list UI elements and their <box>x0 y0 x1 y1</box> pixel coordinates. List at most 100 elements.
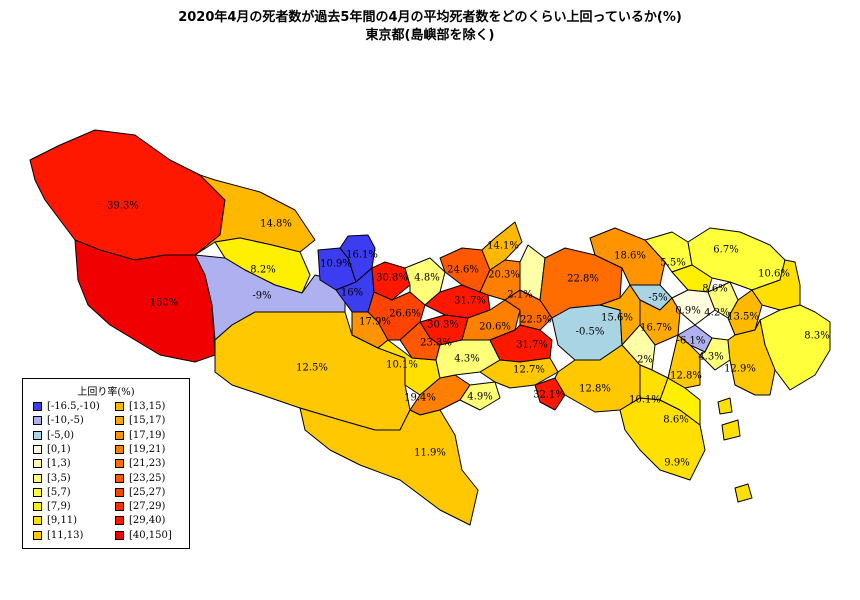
legend-label: [5,7) <box>47 486 71 498</box>
region-inagi <box>459 381 501 411</box>
legend-label: [11,13) <box>47 529 84 541</box>
legend-label: [1,3) <box>47 458 71 470</box>
legend-label: [40,150] <box>129 529 172 541</box>
legend-swatch <box>33 416 42 426</box>
legend-label: [3,5) <box>47 472 71 484</box>
region-label-komae_s: 32.1% <box>533 390 565 401</box>
legend-title: 上回り率(%) <box>77 387 135 398</box>
legend-swatch <box>115 473 124 483</box>
region-label-musashino: 20.6% <box>479 322 511 333</box>
region-label-koto: 12.9% <box>724 364 756 375</box>
region-label-hachioji: 12.5% <box>296 363 328 374</box>
region-label-itabashi: 18.6% <box>614 251 646 262</box>
legend-swatch <box>115 444 124 454</box>
region-label-shibuya: 2% <box>637 355 653 366</box>
region-label-machida: 11.9% <box>414 448 446 459</box>
title-line-2: 東京都(島嶼部を除く) <box>365 28 495 43</box>
region-label-mitaka: 22.5% <box>520 315 552 326</box>
region-label-akiruno: -9% <box>252 291 271 302</box>
region-label-fuchu: 23.3% <box>420 338 452 349</box>
region-label-ome: 14.8% <box>260 219 292 230</box>
map-regions <box>29 129 831 526</box>
region-label-higashiyamato: 16.1% <box>346 250 378 261</box>
bay-island-2 <box>734 483 753 503</box>
legend-label: [19,21) <box>129 443 166 455</box>
region-shibuya <box>621 324 656 371</box>
legend-swatch <box>115 402 124 411</box>
region-katsushika <box>751 259 801 311</box>
region-label-higashikurume: 24.6% <box>447 265 479 276</box>
legend-label: [29,40) <box>129 515 166 527</box>
legend-label: [0,1) <box>47 443 71 455</box>
region-label-musashimurayama: 10.9% <box>320 259 352 270</box>
region-label-edogawa: 8.3% <box>804 331 829 342</box>
region-ota <box>619 397 706 481</box>
region-label-nakano: 15.6% <box>601 313 633 324</box>
legend-label: [25,27) <box>129 486 166 498</box>
legend-swatch <box>115 459 124 469</box>
legend-label: [7,9) <box>47 501 71 513</box>
region-label-koganei: 30.3% <box>427 320 459 331</box>
legend-label: [17,19) <box>129 429 166 441</box>
bay-island-1 <box>721 419 741 441</box>
legend-swatch <box>33 444 42 454</box>
region-label-nerima_w: 2.1% <box>507 290 532 301</box>
region-label-tachikawa: 30.8% <box>376 273 408 284</box>
region-label-setagaya: 12.8% <box>579 384 611 395</box>
region-label-shinagawa: 8.6% <box>663 415 688 426</box>
region-higashiyamato <box>339 234 376 283</box>
legend-swatch <box>115 516 124 526</box>
region-label-kunitachi: 26.6% <box>389 309 421 320</box>
region-label-minato: 12.8% <box>670 371 702 382</box>
region-label-katsushika: 10.6% <box>758 269 790 280</box>
region-label-nerima: 22.8% <box>567 274 599 285</box>
region-label-toshima: -5% <box>648 293 667 304</box>
legend-swatch <box>33 516 42 526</box>
legend-swatch <box>115 487 124 497</box>
legend-swatch <box>33 402 42 411</box>
legend-swatch <box>33 430 42 440</box>
region-label-chiyoda: -6.1% <box>677 336 706 347</box>
region-label-hinode: 150% <box>150 298 179 309</box>
legend-swatch <box>115 530 124 540</box>
region-label-mizuho: 8.2% <box>250 265 275 276</box>
title-line-1: 2020年4月の死者数が過去5年間の4月の平均死者数をどのくらい上回っているか(… <box>178 10 682 25</box>
legend-label: [13,15) <box>129 401 166 412</box>
map-labels: 39.3% 14.8% 150% 8.2% -9% 12.5% 10.9%16.1% 16% 1… <box>107 201 830 469</box>
region-label-shinjuku: 16.7% <box>640 323 672 334</box>
region-label-akishima: 17.9% <box>359 317 391 328</box>
legend-label: [23,25) <box>129 472 166 484</box>
region-label-sumida: 13.5% <box>727 312 759 323</box>
region-label-bunkyo: 0.9% <box>675 306 700 317</box>
region-label-hino: 10.1% <box>386 360 418 371</box>
region-label-kita: 5.5% <box>660 258 685 269</box>
legend-swatch <box>33 502 42 512</box>
region-label-kokubunji: 31.7% <box>454 296 486 307</box>
legend-label: [-5,0) <box>47 429 75 441</box>
region-label-taito: 4.2% <box>704 308 729 319</box>
region-label-tachikawa_w: 16% <box>341 288 363 299</box>
region-label-nishitokyo: 20.3% <box>488 270 520 281</box>
region-label-inagi: 4.9% <box>467 392 492 403</box>
legend-label: [9,11) <box>47 515 78 527</box>
legend-label: [-10,-5) <box>47 415 84 427</box>
region-label-chofu: 31.7% <box>516 340 548 351</box>
region-label-kodaira: 4.8% <box>414 273 439 284</box>
region-label-arakawa: 8.6% <box>702 284 727 295</box>
map-title: 2020年4月の死者数が過去5年間の4月の平均死者数をどのくらい上回っているか(… <box>0 9 860 45</box>
region-label-komae: 12.7% <box>513 365 545 376</box>
legend-swatch <box>115 502 124 512</box>
legend-swatch <box>33 473 42 483</box>
legend-swatch <box>33 530 42 540</box>
legend-swatch <box>33 487 42 497</box>
region-musashino <box>461 299 521 341</box>
region-label-kiyose: 14.1% <box>487 241 519 252</box>
region-komae_s <box>534 377 566 411</box>
region-machida <box>299 407 479 526</box>
region-okutama <box>29 129 226 261</box>
legend: 上回り率(%) [-16.5,-10) [-10,-5) [-5,0) [0,1) [1… <box>22 378 190 549</box>
legend-label: [21,23) <box>129 458 166 470</box>
bay-island-0 <box>717 397 733 415</box>
region-label-chuo: 4.3% <box>698 352 723 363</box>
